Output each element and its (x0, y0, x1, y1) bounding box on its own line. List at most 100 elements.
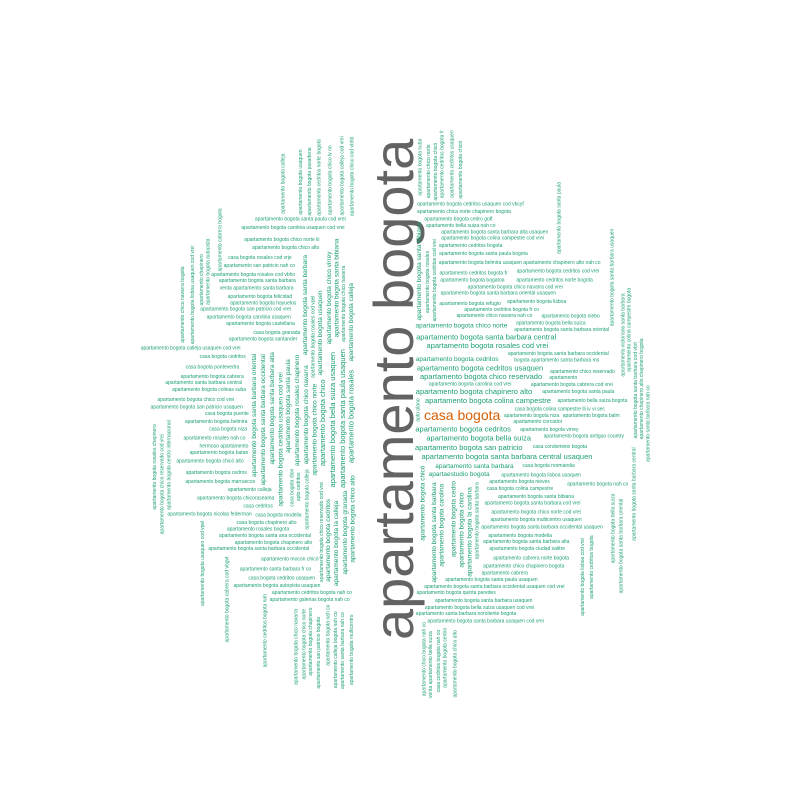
word-label: apartamento cedritos bogota (439, 243, 503, 249)
word-label: apartamento bogota rosales cod vpel (310, 296, 316, 378)
word-label: apartamento bogota quinta paredes (417, 590, 497, 596)
word-label: apartamento bogota chicó (420, 465, 427, 541)
word-label: apartamento bogota usaquen (317, 290, 324, 375)
word-label: bogota apartamento santa barbara ms (514, 357, 600, 363)
word-label: apartamento cedritos usaquen (450, 130, 456, 198)
word-label: apartamento bogota suba (417, 139, 423, 196)
word-label: apartamento bogota cedritos (325, 498, 332, 581)
word-label: apartamento bogota lisboa (507, 299, 566, 305)
word-label: casa condominio bogota (533, 444, 587, 450)
word-label: apartamento bogota cedritos usaquen cod … (417, 201, 524, 207)
word-label: apartamento rosales bogota (227, 527, 289, 533)
word-label: apartamento bogota colinas suba (172, 387, 246, 393)
word-label: apartamento bogota chico norte (416, 322, 508, 329)
word-label: apartamento bogota santa paula usaquen (338, 349, 347, 488)
word-label: apartamento bogota rosales cod vbho (211, 272, 295, 278)
word-label: apartamento bogota calleja (348, 283, 355, 362)
word-label: apartamento bogota modelia (488, 533, 552, 539)
word-label: apartamento bogota calleja cod vrei (340, 136, 346, 215)
word-label: casa cedritos bogota nah co (436, 630, 442, 693)
word-label: apartamento bogota chapinero alto (235, 540, 313, 546)
word-label: apartamento chapinero (199, 254, 205, 306)
word-label: casa bogota puente (205, 411, 249, 417)
word-label: casa bogota chapinero alto (237, 520, 297, 526)
word-label: casa bogota niza (209, 427, 247, 433)
word-label: apartamento bogota chico norte (302, 609, 308, 680)
word-label: apartamento bogota santa barbara usaquen (609, 228, 615, 326)
word-label: apartamento bogota la carolina (466, 487, 473, 577)
word-label: apartamento chico navarra nah co (457, 313, 533, 319)
word-label: apartamento calleja bogota nah co (333, 611, 339, 688)
word-label: apartamento bogota cedritos usaquen (417, 363, 543, 372)
word-label: apartamento bogota cedro (450, 481, 457, 558)
word-label: apartamento bogota centro (443, 628, 449, 688)
word-label: apartamento bogota rosales cod vrei (427, 341, 549, 350)
word-label: apartamento bogota chico norte iii (244, 237, 319, 243)
word-label: apartamento bogota bella suiza (426, 434, 531, 443)
word-label: apartamento bogota cabrera cod vrei (531, 382, 613, 388)
word-label: casa bogota colina campestre (487, 486, 554, 492)
word-label: apartamento bogota chicoraseama (197, 495, 274, 501)
word-label: casa bogota cedritos (200, 354, 247, 360)
word-label: apartamento bogota virrey (520, 427, 579, 433)
word-label: apartamento bogota santa barbara usaquen… (427, 619, 543, 625)
word-label: apartamento bogota santa barbara alta us… (441, 230, 548, 236)
word-label: apartamento san patricio bogota (316, 617, 322, 689)
word-label: apartamento bogota santa paula bogota (439, 251, 528, 257)
word-label: casa bogota (424, 407, 500, 423)
word-label: apartamento bogota chico alto (453, 630, 459, 697)
word-label: apartamento bogota bella suiza (516, 320, 586, 326)
word-label: apartamento bella suiza bogota (558, 398, 628, 404)
word-label: apartamento bogota santander (229, 337, 298, 343)
word-label: apartamento bogota santa barbara orienta… (441, 291, 557, 297)
word-label: apartamento bogota cedros (186, 470, 248, 476)
word-label: apartamento galerias bogota nah co (270, 597, 350, 603)
word-label: apartamento colina campestre bogota (627, 288, 633, 372)
word-label: apartamento bogota chico navarra (341, 265, 347, 341)
word-label: apartamento bogota nah co (325, 604, 331, 665)
word-label: casa bogota normandia (523, 463, 575, 469)
word-label: apartamento bogota colina campestre cod … (441, 236, 544, 242)
word-label: apartamento bogota cedritos (415, 424, 511, 433)
word-label: apartamento bogota chico cod vrei (157, 397, 234, 403)
word-label: apartamento bogota santa barbara usaquen (435, 598, 533, 604)
word-label: casa bogota cedritos usaquen (248, 575, 315, 581)
word-label: apartamento cedritos bogota (589, 535, 595, 599)
word-label: apartamento cedritos norte bogota (316, 139, 322, 216)
word-label: apartamento bogota chico reservado cod v… (319, 482, 325, 582)
word-label: apartamento cedritos bogota fr (439, 130, 445, 198)
word-label: apartamento bogota lisboa cod vrei (580, 538, 586, 616)
word-label: apartamento santa barbara (435, 463, 514, 470)
word-label: apartamento victoriano santa barbara (620, 293, 626, 376)
word-label: apartamento bogota santa barbara alta (269, 352, 276, 465)
word-label: apartamento bogota rosales (425, 250, 431, 313)
word-label: apartamento cabrera norte bogota (493, 556, 569, 562)
word-label: apartamento chico norte (426, 144, 432, 198)
word-label: apartamento bogota santa barbara (219, 278, 296, 284)
word-label: apartamento mocon chicó (261, 556, 319, 562)
word-label: apartamento bogota marruecos (185, 479, 255, 485)
word-label: apartamento bogota rosales chapinero (294, 354, 301, 466)
word-label: apartamento bogota santa barbara central (631, 447, 637, 540)
word-label: apartamento bogota autopista (205, 238, 211, 305)
word-label: apartamento bogota chicó alto (176, 458, 243, 464)
word-label: apartamento santa barbara central (165, 380, 242, 386)
word-label: apartamento chica norte chapinero bogota (417, 209, 511, 215)
word-label: apartamento chico bogota nah co (421, 622, 427, 696)
word-label: casa cedritos (243, 504, 273, 510)
word-label: apartamento bogota santa barbara occiden… (481, 525, 603, 531)
word-label: apartamento (549, 375, 577, 381)
word-label: apartamento bogota la calleja (333, 500, 340, 586)
word-label: apartamento chapinero alto chapinero bog… (639, 338, 645, 439)
word-label: apartamento bogota chico alto (252, 245, 319, 251)
word-label: apartamento calleja (228, 487, 272, 493)
word-label: apartamento bogota chico lv nn (328, 145, 334, 215)
word-label: apartamento bogota santa paula (542, 389, 614, 395)
word-label: apartamento bogota cedritos (416, 356, 499, 363)
word-label: apartamento bogota chico norte cod vrei (491, 510, 581, 516)
word-label: apartamento bogota bella suiza usaquen c… (425, 605, 534, 611)
word-label: casa bogota rosales cod vrje (228, 255, 292, 261)
word-label: apartamento bogota cabrera cod vbgvt (225, 556, 231, 642)
word-label: apartamento bogota autopista usaquen (233, 583, 320, 589)
word-label: apartamento cabrera bogota (218, 208, 224, 271)
